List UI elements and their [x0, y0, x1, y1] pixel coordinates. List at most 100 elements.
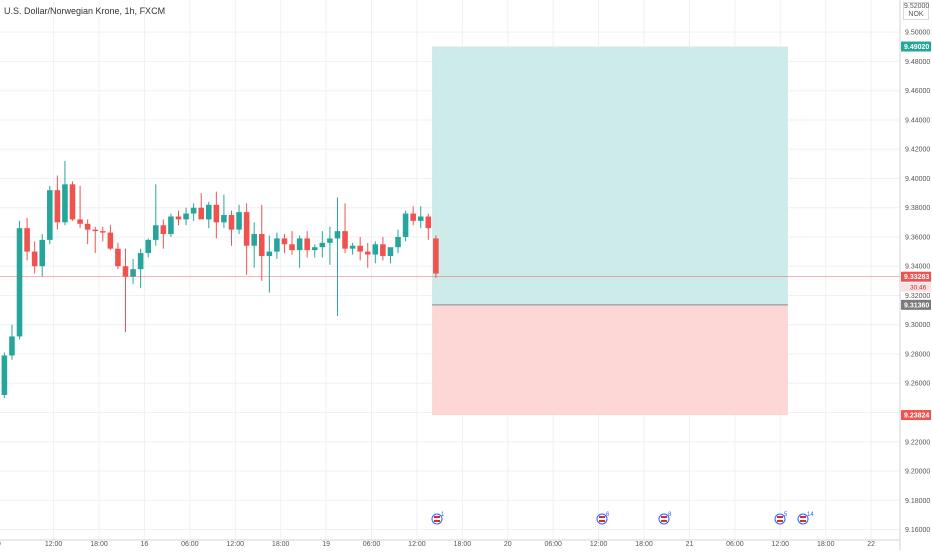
- price-tick-label: 9.16000: [905, 527, 930, 534]
- price-tick-label: 9.50000: [905, 30, 930, 37]
- candle-body-down: [410, 213, 416, 221]
- stop-price-tag-bg: [901, 410, 931, 421]
- event-marker[interactable]: 6: [596, 512, 610, 525]
- time-tick-label: 22: [867, 541, 875, 548]
- event-count: 1: [441, 512, 445, 518]
- candle-body-up: [1, 355, 8, 395]
- entry-price-tag[interactable]: 9.31360: [901, 299, 931, 310]
- stop-loss-zone[interactable]: [432, 304, 788, 416]
- stop-price-tag[interactable]: 9.23824: [901, 410, 931, 421]
- candle-body-up: [9, 336, 15, 356]
- candle-body-down: [77, 219, 83, 224]
- time-tick-label: 21: [686, 541, 694, 548]
- profit-zone[interactable]: [432, 46, 788, 305]
- candle-body-down: [24, 228, 30, 252]
- flag-stripe: [777, 516, 783, 518]
- candle-body-up: [251, 234, 257, 246]
- time-tick-label: 12:00: [590, 541, 608, 548]
- candle-body-up: [168, 216, 174, 235]
- candle-body-up: [334, 231, 341, 239]
- candle-body-down: [258, 234, 265, 256]
- event-marker[interactable]: 8: [658, 512, 672, 525]
- candle-body-up: [236, 212, 242, 230]
- price-tick-label: 9.48000: [905, 59, 930, 66]
- candle-series: [1, 160, 439, 398]
- time-tick-label: 18:00: [817, 541, 835, 548]
- time-tick-label: 06:00: [363, 541, 381, 548]
- price-tick-label: 9.20000: [905, 469, 930, 476]
- target-price-tag-bg: [901, 41, 931, 52]
- flag-stripe: [800, 516, 806, 518]
- candle-body-up: [372, 244, 379, 255]
- candle-body-down: [289, 244, 295, 251]
- candle-body-down: [213, 204, 220, 223]
- candle-body-up: [47, 190, 53, 240]
- flag-stripe: [434, 520, 440, 522]
- candle-body-down: [69, 184, 76, 220]
- candle-body-up: [311, 247, 318, 251]
- current-price-tag[interactable]: 9.33283: [901, 271, 931, 282]
- time-tick-label: 06:00: [544, 541, 562, 548]
- time-tick-label: 18:00: [272, 541, 290, 548]
- entry-price-tag-bg: [901, 299, 931, 310]
- top-price-tick: 9.52000: [904, 3, 930, 10]
- candle-body-up: [319, 242, 326, 248]
- candle-body-down: [304, 238, 310, 251]
- flag-stripe: [599, 516, 605, 518]
- candle-body-down: [198, 207, 204, 220]
- event-markers[interactable]: 1 6 8 5 14: [431, 512, 814, 525]
- candle-body-down: [364, 251, 371, 255]
- candle-body-up: [16, 228, 23, 337]
- time-tick-label: 16: [141, 541, 149, 548]
- flag-stripe: [777, 520, 783, 522]
- candle-body-up: [417, 216, 424, 221]
- entry-price-tag-label: 9.31360: [904, 302, 929, 309]
- candle-body-up: [62, 184, 68, 223]
- flag-stripe: [434, 516, 440, 518]
- event-count: 8: [668, 512, 672, 518]
- candle-body-up: [39, 239, 46, 267]
- price-tick-label: 9.28000: [905, 351, 930, 358]
- position-zones[interactable]: [432, 46, 788, 416]
- event-count: 14: [807, 512, 814, 518]
- time-tick-label: 18:00: [635, 541, 653, 548]
- candle-body-down: [54, 190, 61, 223]
- candle-body-up: [190, 207, 197, 214]
- candle-body-down: [342, 231, 348, 249]
- candle-body-up: [296, 238, 303, 251]
- time-tick-label: 18:00: [454, 541, 472, 548]
- currency-unit: NOK: [908, 11, 924, 18]
- time-tick-label: 19: [322, 541, 330, 548]
- candle-body-up: [145, 239, 151, 254]
- time-tick-label: 00: [0, 541, 1, 548]
- candle-body-down: [228, 215, 235, 230]
- price-tick-label: 9.22000: [905, 439, 930, 446]
- event-marker[interactable]: 1: [431, 512, 445, 525]
- price-axis[interactable]: 9.50000 9.48000 9.46000 9.44000 9.42000 9.400…: [899, 0, 931, 550]
- candle-body-up: [274, 238, 280, 252]
- event-count: 6: [606, 512, 610, 518]
- candle-body-down: [281, 238, 288, 245]
- stop-price-tag-label: 9.23824: [904, 413, 929, 420]
- time-tick-label: 12:00: [227, 541, 245, 548]
- candle-body-down: [175, 216, 182, 220]
- event-marker[interactable]: 14: [797, 512, 814, 525]
- currency-label[interactable]: 9.52000 NOK: [903, 2, 929, 20]
- flag-stripe: [661, 516, 667, 518]
- countdown-label: 30:46: [910, 285, 927, 292]
- candle-body-up: [387, 247, 394, 256]
- time-axis[interactable]: 00 12:00 18:00 16 06:00 12:00 18:00 19 06:00 12:0…: [0, 539, 900, 548]
- time-tick-label: 12:00: [772, 541, 790, 548]
- candle-body-up: [130, 269, 136, 277]
- candle-body-down: [425, 216, 432, 229]
- target-price-tag[interactable]: 9.49020: [901, 41, 931, 52]
- chart-title: U.S. Dollar/Norwegian Krone, 1h, FXCM: [4, 6, 166, 16]
- event-marker[interactable]: 5: [774, 512, 788, 525]
- flag-stripe: [599, 520, 605, 522]
- candle-body-up: [349, 245, 356, 249]
- candle-body-down: [115, 248, 121, 267]
- price-tick-label: 9.38000: [905, 205, 930, 212]
- price-tick-label: 9.34000: [905, 264, 930, 271]
